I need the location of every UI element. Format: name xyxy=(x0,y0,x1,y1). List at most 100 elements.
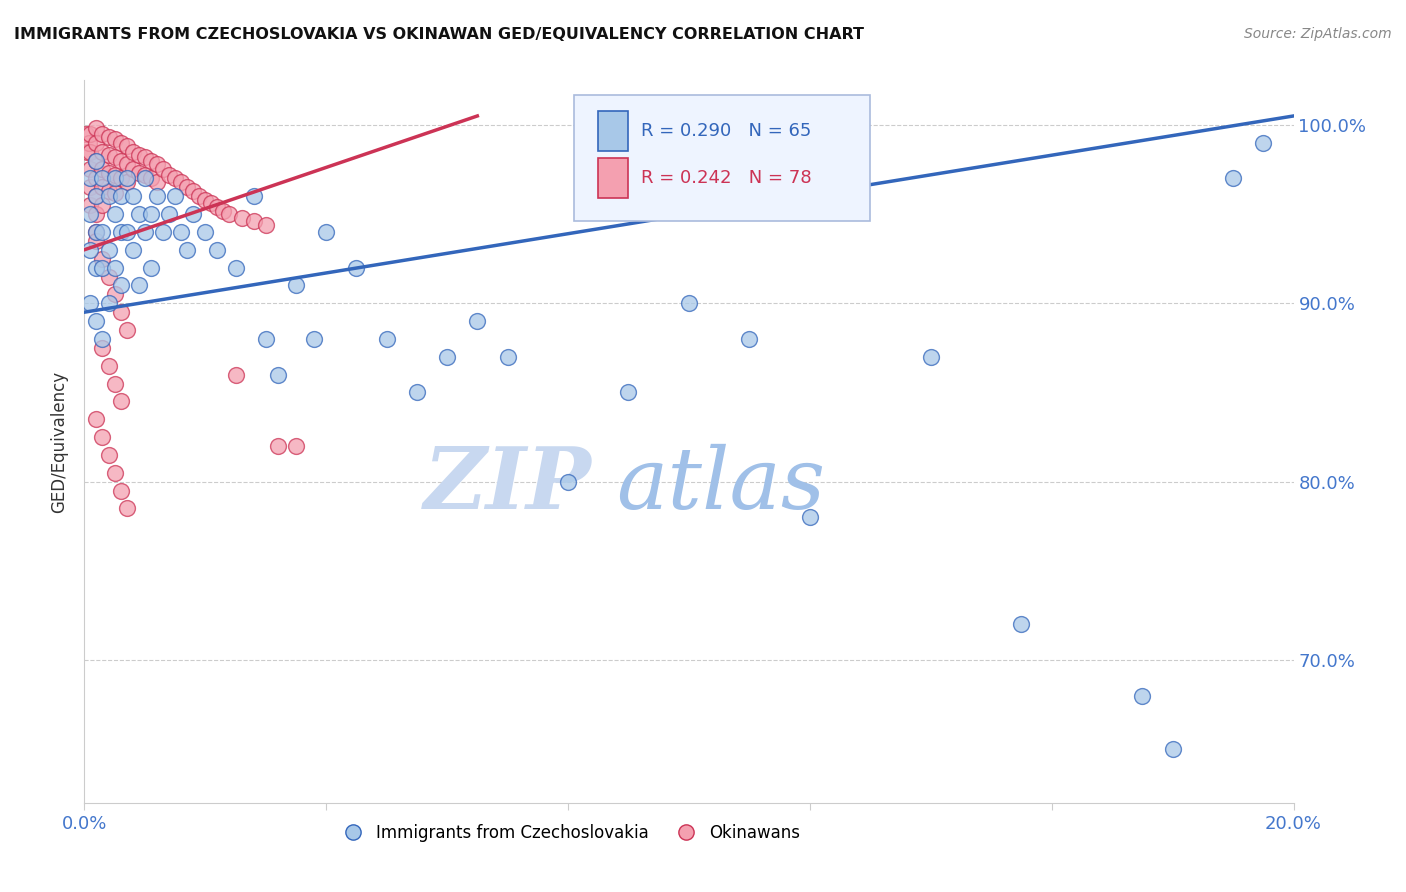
Point xyxy=(77,136,100,150)
Point xyxy=(121,189,143,203)
Point xyxy=(436,350,458,364)
Point xyxy=(91,225,114,239)
Point xyxy=(254,332,277,346)
Point xyxy=(86,260,108,275)
Point xyxy=(302,332,325,346)
Bar xyxy=(599,111,628,151)
Point xyxy=(165,189,187,203)
Point xyxy=(97,269,120,284)
Point xyxy=(134,171,156,186)
Point xyxy=(152,225,174,239)
Point xyxy=(110,394,132,409)
Point xyxy=(97,184,120,198)
Point xyxy=(79,207,101,221)
Point xyxy=(115,175,138,189)
Point xyxy=(285,439,308,453)
Point xyxy=(79,198,101,212)
Point xyxy=(86,136,108,150)
Point xyxy=(176,243,198,257)
Point xyxy=(134,225,156,239)
Point xyxy=(104,171,127,186)
Point xyxy=(467,314,489,328)
Point xyxy=(91,127,114,141)
Point xyxy=(1161,742,1184,756)
Point xyxy=(86,225,108,239)
Point xyxy=(207,200,229,214)
Point xyxy=(110,171,132,186)
Point xyxy=(128,278,150,293)
Point xyxy=(104,150,127,164)
Point xyxy=(110,189,132,203)
Point xyxy=(170,225,193,239)
Point xyxy=(75,127,97,141)
Point xyxy=(86,171,108,186)
Text: R = 0.290   N = 65: R = 0.290 N = 65 xyxy=(641,122,811,140)
Point xyxy=(104,260,127,275)
Point xyxy=(79,171,101,186)
Point xyxy=(97,448,120,462)
Point xyxy=(91,260,114,275)
Point xyxy=(104,287,127,301)
Point xyxy=(139,171,162,186)
Point xyxy=(110,136,132,150)
Point xyxy=(79,127,101,141)
Point xyxy=(115,501,138,516)
Point xyxy=(97,359,120,373)
Text: R = 0.242   N = 78: R = 0.242 N = 78 xyxy=(641,169,811,186)
Point xyxy=(97,296,120,310)
Point xyxy=(1130,689,1153,703)
Point xyxy=(121,243,143,257)
Point xyxy=(79,296,101,310)
Text: atlas: atlas xyxy=(616,443,825,526)
Point xyxy=(678,296,700,310)
Point xyxy=(97,148,120,162)
Point xyxy=(254,218,277,232)
Point xyxy=(267,439,290,453)
Y-axis label: GED/Equivalency: GED/Equivalency xyxy=(51,370,69,513)
Point xyxy=(86,189,108,203)
Point xyxy=(157,207,180,221)
Point xyxy=(110,278,132,293)
Point xyxy=(91,180,114,194)
Point xyxy=(738,332,761,346)
Point xyxy=(194,225,217,239)
Point xyxy=(104,207,127,221)
Point xyxy=(79,162,101,177)
Point xyxy=(79,145,101,159)
Text: ZIP: ZIP xyxy=(425,443,592,526)
Point xyxy=(157,168,180,182)
Point xyxy=(152,162,174,177)
Point xyxy=(176,180,198,194)
Point xyxy=(315,225,337,239)
Point xyxy=(86,412,108,426)
Text: IMMIGRANTS FROM CZECHOSLOVAKIA VS OKINAWAN GED/EQUIVALENCY CORRELATION CHART: IMMIGRANTS FROM CZECHOSLOVAKIA VS OKINAW… xyxy=(14,27,865,42)
Point xyxy=(346,260,368,275)
Point xyxy=(104,376,127,391)
Point xyxy=(91,341,114,355)
Point xyxy=(170,175,193,189)
Point xyxy=(91,171,114,186)
Point xyxy=(920,350,942,364)
Point xyxy=(104,466,127,480)
Point xyxy=(110,225,132,239)
Point xyxy=(1253,136,1275,150)
Point xyxy=(97,243,120,257)
Point xyxy=(194,193,217,207)
Point xyxy=(121,145,143,159)
Bar xyxy=(599,158,628,198)
Point xyxy=(115,171,138,186)
Point xyxy=(139,260,162,275)
Point xyxy=(200,196,222,211)
Point xyxy=(225,260,247,275)
Point xyxy=(165,171,187,186)
Point xyxy=(86,189,108,203)
Text: Source: ZipAtlas.com: Source: ZipAtlas.com xyxy=(1244,27,1392,41)
Point xyxy=(225,368,247,382)
Point xyxy=(285,278,308,293)
Point xyxy=(115,139,138,153)
Point xyxy=(76,145,98,159)
Point xyxy=(128,207,150,221)
Point xyxy=(86,234,108,248)
Point xyxy=(146,175,169,189)
Point xyxy=(128,148,150,162)
